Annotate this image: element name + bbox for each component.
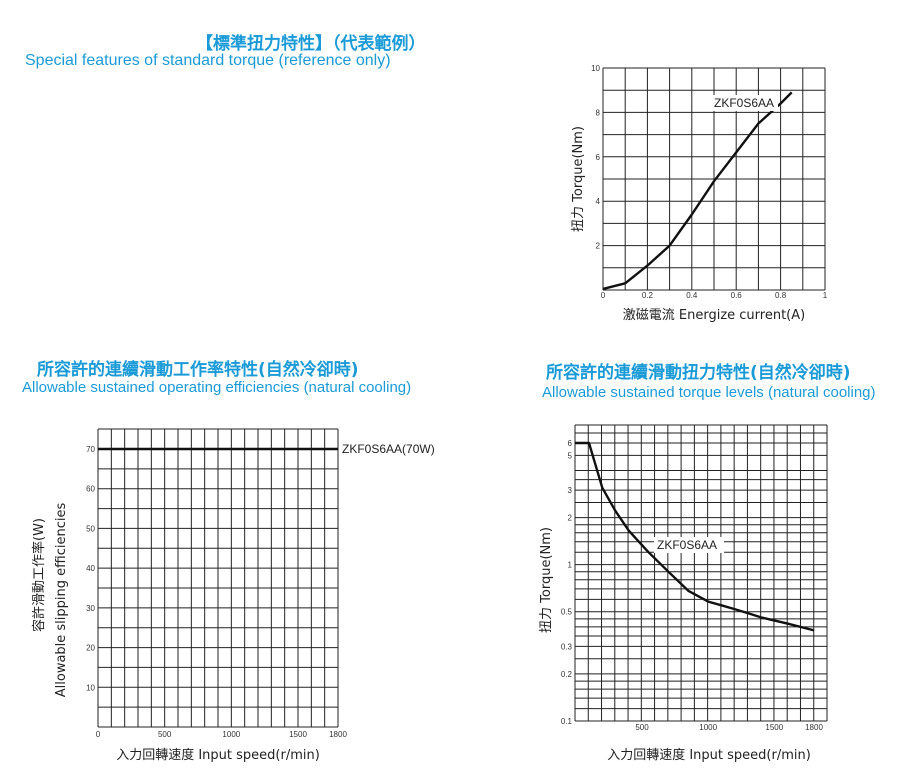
chart3-x-axis-label: 入力回轉速度 Input speed(r/min) [607, 747, 811, 763]
chart3-series-label: ZKF0S6AA [657, 538, 717, 552]
chart2-y-tick-label: 20 [86, 644, 95, 653]
chart2-y-tick-label: 70 [86, 445, 95, 454]
chart1-y-tick-label: 4 [596, 197, 601, 206]
chart1-y-tick-label: 10 [591, 64, 600, 73]
chart1-x-tick-label: 0.6 [731, 291, 743, 300]
chart3-y-tick-label: 0.3 [561, 642, 573, 651]
chart2-y-tick-label: 40 [86, 564, 95, 573]
chart2-y-tick-label: 50 [86, 524, 95, 533]
efficiency-section-title-en: Allowable sustained operating efficienci… [22, 379, 412, 396]
chart2-x-tick-label: 1800 [329, 730, 347, 739]
chart2-y-axis-label-en: Allowable slipping efficiencies [54, 503, 69, 698]
chart3-x-tick-label: 500 [635, 723, 649, 732]
chart1-x-tick-label: 0.8 [775, 291, 787, 300]
torque-section-title-cn: 【標準扭力特性】（代表範例） [196, 34, 426, 54]
chart1-x-tick-label: 1 [823, 291, 828, 300]
chart3-y-tick-label: 5 [568, 451, 573, 460]
torque-section-title-en: Special features of standard torque (ref… [25, 52, 391, 69]
chart2-y-tick-label: 60 [86, 485, 95, 494]
chart2-y-axis-label-cn: 容許滑動工作率(W) [31, 518, 47, 632]
chart1-y-tick-label: 8 [596, 108, 601, 117]
chart3-y-tick-label: 0.2 [561, 670, 573, 679]
chart2-x-axis-label: 入力回轉速度 Input speed(r/min) [116, 747, 320, 763]
chart1-series-label-bg [703, 95, 778, 111]
chart3-y-axis-label: 扭力 Torque(Nm) [539, 527, 554, 633]
chart3-series-label-bg [654, 537, 724, 553]
chart1-x-tick-label: 0 [601, 291, 606, 300]
chart3-x-tick-label: 1500 [765, 723, 783, 732]
chart1-y-axis-label: 扭力 Torque(Nm) [571, 126, 586, 232]
chart3-y-tick-label: 6 [568, 439, 573, 448]
chart1-series-label: ZKF0S6AA [714, 96, 774, 110]
chart3-y-tick-label: 2 [568, 514, 573, 523]
chart2-x-tick-label: 500 [158, 730, 172, 739]
chart1-x-tick-label: 0.2 [642, 291, 654, 300]
chart3-x-tick-label: 1000 [699, 723, 717, 732]
chart2-x-tick-label: 1500 [289, 730, 307, 739]
chart1-y-tick-label: 6 [596, 153, 601, 162]
chart2-y-tick-label: 10 [86, 683, 95, 692]
chart2-x-tick-label: 0 [96, 730, 101, 739]
chart3-x-tick-label: 1800 [805, 723, 823, 732]
chart1-series-line [602, 91, 793, 291]
chart3-y-tick-label: 0.5 [561, 608, 573, 617]
chart3-y-tick-label: 3 [568, 486, 573, 495]
torque-levels-section-title-cn: 所容許的連續滑動扭力特性(自然冷卻時) [546, 363, 851, 383]
chart1-x-tick-label: 0.4 [686, 291, 698, 300]
chart1-x-axis-label: 激磁電流 Energize current(A) [623, 308, 805, 323]
chart2-series-label: ZKF0S6AA(70W) [342, 442, 435, 456]
efficiency-section-title-cn: 所容許的連續滑動工作率特性(自然冷卻時) [37, 360, 359, 380]
torque-levels-section-title-en: Allowable sustained torque levels (natur… [542, 384, 876, 401]
chart3-y-tick-label: 0.1 [561, 717, 573, 726]
chart3-y-tick-label: 1 [568, 561, 573, 570]
chart2-x-tick-label: 1000 [222, 730, 240, 739]
chart1-y-tick-label: 2 [596, 242, 601, 251]
chart3-series-line [575, 441, 815, 632]
chart2-y-tick-label: 30 [86, 604, 95, 613]
